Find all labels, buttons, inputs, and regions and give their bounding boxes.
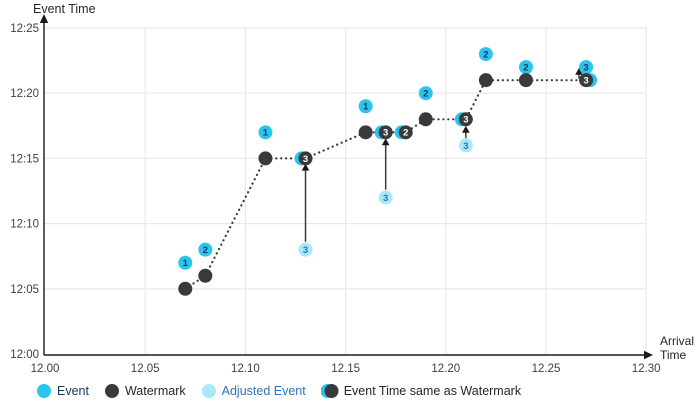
adjustment-arrow-head [575, 67, 583, 75]
legend-label: Adjusted Event [221, 384, 306, 398]
adjusted-event-point [378, 190, 393, 205]
same-as-watermark-number: 3 [583, 76, 588, 87]
adjusted-event-number: 3 [383, 193, 388, 204]
legend-dot [104, 384, 119, 398]
event-number: 2 [483, 49, 488, 60]
x-tick-label: 12.05 [131, 363, 160, 375]
legend-label: Event Time same as Watermark [343, 384, 522, 398]
same-as-watermark-number: 3 [463, 115, 468, 126]
event-number: 1 [183, 258, 189, 269]
event-number: 1 [263, 128, 269, 139]
y-tick-label: 12:20 [10, 88, 39, 100]
y-tick-label: 12:15 [10, 153, 39, 165]
same-as-watermark-point [398, 125, 413, 140]
watermark-legend-icon [104, 384, 119, 398]
y-axis-arrowhead [39, 14, 49, 23]
adjusted-legend-icon [201, 384, 216, 398]
x-tick-label: 12.00 [31, 363, 60, 375]
event-point [418, 86, 433, 101]
adjustment-arrow-head [381, 138, 390, 146]
y-tick-label: 12:00 [10, 349, 39, 361]
watermark-point [358, 125, 373, 140]
x-tick-label: 12.20 [431, 363, 460, 375]
same-as-watermark-point [579, 73, 594, 88]
y-tick-label: 12:25 [10, 23, 39, 35]
same-as-watermark-point [378, 125, 393, 140]
y-tick-label: 12:10 [10, 219, 39, 231]
adjusted-event-number: 3 [463, 141, 468, 152]
same-as-watermark-number: 2 [403, 128, 408, 139]
x-axis-title: Arrival Time [660, 334, 695, 362]
event-number: 2 [523, 63, 528, 74]
watermark-point [418, 112, 433, 127]
same-as-watermark-point [298, 151, 313, 166]
x-tick-label: 12.30 [632, 363, 661, 375]
same-as-watermark-number: 3 [383, 128, 388, 139]
x-tick-label: 12.15 [331, 363, 360, 375]
legend-item-event: Event [36, 383, 89, 399]
event-point [478, 47, 493, 62]
watermark-point [478, 73, 493, 88]
legend-label: Event [57, 384, 89, 398]
same-legend-icon [320, 384, 339, 398]
y-tick-label: 12:05 [10, 284, 39, 296]
legend-label: Watermark [124, 384, 186, 398]
event-number: 1 [363, 102, 369, 113]
x-tick-label: 12.10 [231, 363, 260, 375]
watermark-point [258, 151, 273, 166]
legend-item-adjusted: Adjusted Event [201, 383, 306, 399]
legend: Event Watermark Adjusted Event Event Time s… [36, 382, 521, 400]
same-as-watermark-point [458, 112, 473, 127]
adjusted-event-point [458, 138, 473, 153]
event-point [258, 125, 273, 140]
event-point [358, 99, 373, 114]
x-axis-arrowhead [644, 350, 653, 360]
legend-dot [37, 384, 51, 398]
legend-item-watermark: Watermark [104, 383, 186, 399]
legend-item-same: Event Time same as Watermark [320, 383, 522, 399]
same-as-watermark-number: 3 [303, 154, 308, 165]
legend-dot [201, 384, 216, 398]
event-point [198, 242, 213, 257]
event-point [518, 60, 533, 75]
y-axis-title: Event Time [33, 2, 96, 16]
event-legend-icon [37, 384, 51, 398]
legend-dark-half [324, 384, 339, 398]
adjusted-event-number: 3 [303, 245, 308, 256]
adjusted-event-point [298, 242, 313, 257]
adjustment-arrow-head [301, 163, 310, 171]
event-number: 2 [203, 245, 208, 256]
event-point [178, 255, 193, 270]
watermark-point [518, 73, 533, 88]
watermark-point [198, 268, 213, 283]
event-point [579, 60, 594, 75]
adjustment-arrow-head [462, 125, 470, 133]
watermark-point [178, 281, 193, 296]
event-number: 2 [423, 89, 428, 100]
event-number: 3 [583, 63, 588, 74]
x-tick-label: 12.25 [532, 363, 561, 375]
